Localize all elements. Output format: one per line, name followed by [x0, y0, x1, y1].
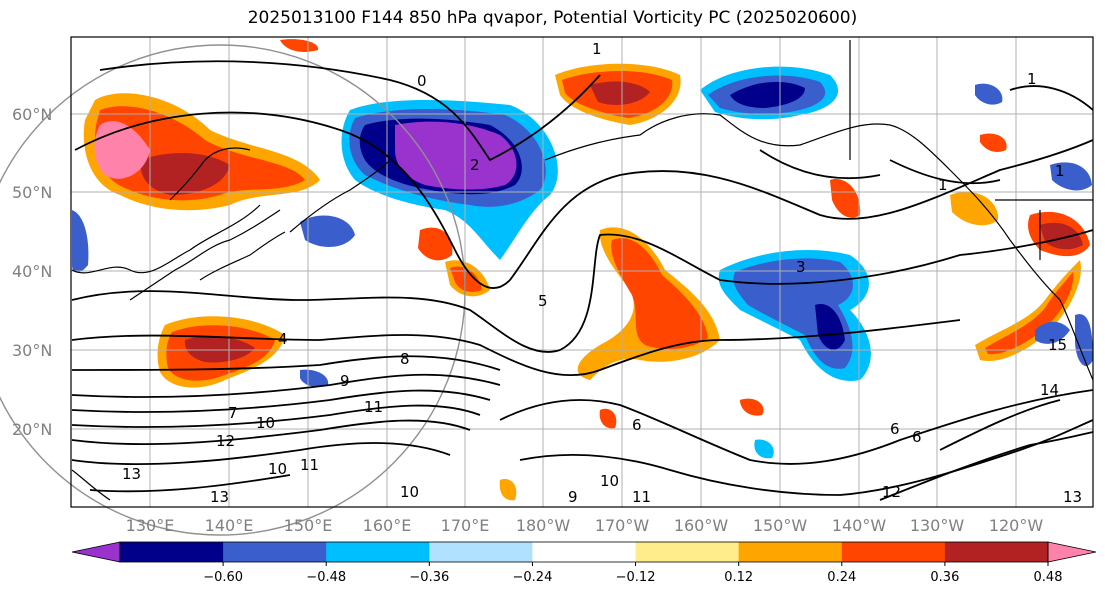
lon-label: 140°E [205, 516, 254, 535]
colorbar-segment [738, 542, 843, 562]
contour-lines [71, 60, 1094, 501]
contour-label: 6 [890, 420, 900, 438]
colorbar-min-extension [71, 541, 121, 563]
lat-label: 30°N [12, 341, 52, 360]
contour-label: 8 [400, 350, 410, 368]
contour-label: 11 [300, 456, 319, 474]
colorbar-tick-label: 0.12 [724, 570, 753, 585]
contour-label: 13 [122, 465, 141, 483]
contour-label: 6 [912, 428, 922, 446]
colorbar-segment [326, 542, 430, 562]
colorbar-tick-label: 0.36 [930, 570, 959, 585]
contour-label: 5 [538, 292, 548, 310]
lon-label: 130°W [910, 516, 965, 535]
range-circle [0, 44, 466, 536]
contour-label: 6 [632, 416, 642, 434]
contour-label: 10 [268, 460, 287, 478]
contour-label: 12 [216, 432, 235, 450]
contour-label: 13 [210, 488, 229, 506]
contour-label: 12 [882, 483, 901, 501]
contour-label: 10 [256, 414, 275, 432]
contour-label: 7 [228, 404, 238, 422]
coastlines [71, 40, 1094, 501]
colorbar-tick-label: 0.24 [827, 570, 856, 585]
contour-label: 9 [340, 372, 350, 390]
colorbar-segment [841, 542, 946, 562]
lat-label: 50°N [12, 183, 52, 202]
colorbar-tick-label: −0.60 [203, 570, 243, 585]
longitude-labels: 130°E 140°E 150°E 160°E 170°E 180°W 170°… [126, 516, 1044, 535]
lat-label: 60°N [12, 105, 52, 124]
lon-label: 170°E [441, 516, 490, 535]
shaded-anomaly-layer [72, 39, 1093, 501]
colorbar: −0.60 −0.48 −0.36 −0.24 −0.12 0.12 0.24 0.36 0.4… [71, 541, 1097, 585]
colorbar-segment [120, 542, 224, 562]
contour-label: 2 [470, 156, 480, 174]
contour-label: 3 [796, 258, 806, 276]
lon-label: 150°W [753, 516, 808, 535]
contour-label: 1 [938, 176, 948, 194]
lon-label: 120°W [989, 516, 1044, 535]
colorbar-frame [119, 541, 1049, 563]
colorbar-tick-label: −0.36 [409, 570, 449, 585]
lat-label: 40°N [12, 262, 52, 281]
colorbar-segment [223, 542, 327, 562]
contour-label: 11 [632, 488, 651, 506]
lon-label: 160°W [674, 516, 729, 535]
contour-label: 4 [278, 330, 288, 348]
map-frame [70, 36, 1094, 508]
contour-label: 1 [592, 40, 602, 58]
lon-label: 160°E [363, 516, 412, 535]
lon-label: 140°W [832, 516, 887, 535]
contour-label: 13 [1063, 488, 1082, 506]
colorbar-tick-label: −0.12 [616, 570, 656, 585]
lon-label: 150°E [284, 516, 333, 535]
colorbar-segment [635, 542, 740, 562]
contour-label: 0 [417, 72, 427, 90]
contour-label-group: 0 1 1 1 1 2 3 4 5 6 6 6 7 8 9 9 10 10 10… [122, 40, 1082, 506]
lon-label: 170°W [595, 516, 650, 535]
contour-label: 9 [568, 488, 578, 506]
contour-label: 15 [1048, 336, 1067, 354]
latitude-labels: 60°N 50°N 40°N 30°N 20°N [12, 105, 52, 439]
contour-label: 11 [364, 398, 383, 416]
lat-label: 20°N [12, 420, 52, 439]
lon-label: 130°E [126, 516, 175, 535]
chart-title: 2025013100 F144 850 hPa qvapor, Potentia… [247, 8, 858, 28]
contour-label: 10 [400, 483, 419, 501]
colorbar-tick-label: −0.24 [513, 570, 553, 585]
colorbar-segment [944, 542, 1049, 562]
colorbar-segment [429, 542, 533, 562]
colorbar-max-extension [1047, 541, 1097, 563]
contour-label: 1 [1055, 162, 1065, 180]
colorbar-tick-label: −0.48 [306, 570, 346, 585]
lon-label: 180°W [516, 516, 571, 535]
contour-label: 14 [1040, 381, 1059, 399]
colorbar-tick-label: 0.48 [1034, 570, 1063, 585]
colorbar-segment [532, 542, 637, 562]
contour-label: 1 [1027, 70, 1037, 88]
contour-label: 10 [600, 472, 619, 490]
